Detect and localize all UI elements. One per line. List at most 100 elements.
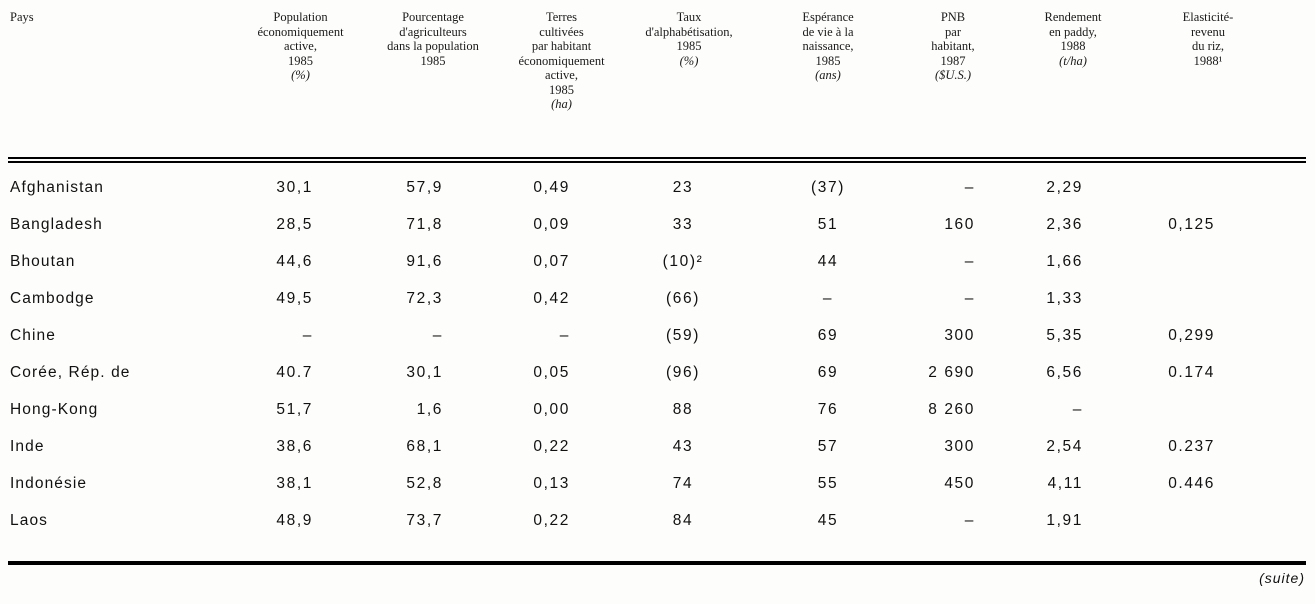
column-header-line: Elasticité- — [1182, 10, 1234, 24]
table-cell-pct-agriculteurs: 57,9 — [406, 179, 443, 196]
table-cell-pct-agriculteurs: 72,3 — [406, 290, 443, 307]
table-cell-terres-cultivees: 0,07 — [533, 253, 570, 270]
table-row: Corée, Rép. de 40.7 30,1 0,05 (96) 69 2 690 6,5… — [8, 363, 1273, 400]
table-cell-population-active: 40.7 — [276, 364, 313, 381]
table-cell-alphabetisation: 84 — [672, 512, 694, 529]
column-header-line: de vie à la — [802, 24, 854, 39]
table-cell-pnb: 160 — [944, 216, 975, 233]
table-cell-rendement-paddy: – — [1072, 401, 1083, 418]
table-cell-terres-cultivees: 0,49 — [533, 179, 570, 196]
table-header: Pays Population économiquement active, 1985(… — [8, 10, 1273, 178]
column-header-line: économiquement — [257, 24, 344, 39]
column-header-line: du riz, — [1192, 39, 1224, 53]
table-cell-population-active: 38,1 — [276, 475, 313, 492]
table-cell-elasticite-revenu: 0,299 — [1168, 327, 1215, 344]
column-header-elasticite-revenu: Elasticité-revenu du riz, 1988¹ — [1143, 10, 1273, 178]
table-body: Afghanistan 30,1 57,9 0,49 23 (37) – 2,29 Bangla… — [8, 178, 1273, 548]
column-header-line: en paddy, — [1049, 24, 1097, 39]
column-header-line: active, — [545, 68, 578, 82]
column-header-line: Taux — [676, 10, 702, 24]
table-row: Bangladesh 28,5 71,8 0,09 33 51 160 2,36 0,125 — [8, 215, 1273, 252]
row-label-country: Bhoutan — [10, 253, 76, 270]
table-cell-esperance-vie: 69 — [817, 364, 839, 381]
table-cell-alphabetisation: 74 — [672, 475, 694, 492]
table-cell-pnb: – — [964, 290, 975, 307]
table-row: Inde 38,6 68,1 0,22 43 57 300 2,54 0.237 — [8, 437, 1273, 474]
table-cell-elasticite-revenu — [1143, 252, 1273, 289]
row-label-country: Laos — [10, 512, 49, 529]
column-unit-label: (%) — [679, 53, 699, 68]
row-label-country: Cambodge — [10, 290, 95, 307]
table-cell-rendement-paddy: 4,11 — [1047, 475, 1083, 492]
table-cell-alphabetisation: 23 — [672, 179, 694, 196]
table-cell-elasticite-revenu — [1143, 511, 1273, 548]
table-cell-pnb: 300 — [944, 327, 975, 344]
table-cell-terres-cultivees: 0,00 — [533, 401, 570, 418]
table-cell-elasticite-revenu: 0,125 — [1168, 216, 1215, 233]
table-cell-rendement-paddy: 6,56 — [1046, 364, 1083, 381]
row-label-country: Indonésie — [10, 475, 88, 492]
row-label-country: Bangladesh — [10, 216, 103, 233]
table-cell-terres-cultivees: 0,13 — [533, 475, 570, 492]
table-cell-esperance-vie: 76 — [817, 401, 839, 418]
column-header-line: revenu — [1190, 24, 1225, 39]
table-cell-elasticite-revenu — [1143, 400, 1273, 437]
table-cell-alphabetisation: 43 — [672, 438, 694, 455]
table-cell-esperance-vie: 69 — [817, 327, 839, 344]
table-cell-rendement-paddy: 5,35 — [1046, 327, 1083, 344]
header-row: Pays Population économiquement active, 1985(… — [8, 10, 1273, 178]
column-header-line: PNB — [940, 10, 966, 24]
column-header-line: 1985 — [288, 53, 313, 68]
table-row: Laos 48,9 73,7 0,22 84 45 – 1,91 — [8, 511, 1273, 548]
column-header-line: par — [945, 24, 961, 39]
table-cell-pnb: 2 690 — [928, 364, 975, 381]
table-cell-rendement-paddy: 2,36 — [1046, 216, 1083, 233]
table-cell-pct-agriculteurs: 68,1 — [406, 438, 443, 455]
table-cell-alphabetisation: (10)² — [662, 253, 704, 270]
table-row: Cambodge 49,5 72,3 0,42 (66) – – 1,33 — [8, 289, 1273, 326]
column-header-pays: Pays — [8, 10, 233, 178]
table-cell-pct-agriculteurs: 73,7 — [406, 512, 443, 529]
column-header-line: 1985 — [420, 53, 446, 68]
table-cell-pct-agriculteurs: – — [432, 327, 443, 344]
table-cell-alphabetisation: 88 — [672, 401, 694, 418]
column-header-line: d'agriculteurs — [399, 24, 467, 39]
row-label-country: Corée, Rép. de — [10, 364, 131, 381]
column-header-line: par habitant — [531, 39, 592, 53]
column-header-pnb: PNB par habitant, 1987 ($U.S.) — [903, 10, 1003, 178]
column-header-line: Terres — [545, 10, 578, 24]
column-header-line: 1985 — [815, 53, 841, 68]
row-label-country: Chine — [10, 327, 56, 344]
column-header-line: 1985 — [676, 39, 702, 53]
table-cell-esperance-vie: 57 — [817, 438, 839, 455]
column-header-line: habitant, — [931, 39, 975, 53]
column-header-line: économiquement — [518, 53, 605, 68]
table-cell-pnb: 450 — [944, 475, 975, 492]
table-cell-pct-agriculteurs: 30,1 — [406, 364, 443, 381]
row-label-country: Inde — [10, 438, 45, 455]
table-cell-terres-cultivees: 0,22 — [533, 512, 570, 529]
table-cell-esperance-vie: (37) — [811, 179, 845, 196]
table-cell-elasticite-revenu: 0.174 — [1168, 364, 1215, 381]
table-cell-esperance-vie: 51 — [817, 216, 839, 233]
table-cell-population-active: – — [302, 327, 313, 344]
column-header-line: active, — [284, 39, 317, 53]
table-cell-population-active: 48,9 — [276, 512, 313, 529]
country-statistics-table: Pays Population économiquement active, 1985(… — [8, 10, 1273, 548]
column-header-alphabetisation: Taux d'alphabétisation, 1985 (%) — [625, 10, 753, 178]
column-header-line: Espérance — [802, 10, 854, 24]
table-cell-rendement-paddy: 1,33 — [1046, 290, 1083, 307]
table-cell-esperance-vie: 45 — [817, 512, 839, 529]
column-unit-label: (ha) — [551, 97, 572, 111]
table-cell-pnb: – — [964, 512, 975, 529]
table-row: Chine – – – (59) 69 300 5,35 0,299 — [8, 326, 1273, 363]
column-header-line: dans la population — [387, 39, 479, 53]
table-cell-alphabetisation: (59) — [666, 327, 700, 344]
column-unit-label: ($U.S.) — [934, 68, 972, 82]
column-header-population-active: Population économiquement active, 1985 (%) — [233, 10, 368, 178]
table-cell-rendement-paddy: 2,29 — [1046, 179, 1083, 196]
table-cell-esperance-vie: 44 — [817, 253, 839, 270]
table-cell-population-active: 38,6 — [276, 438, 313, 455]
table-cell-pnb: – — [964, 179, 975, 196]
table-row: Hong-Kong 51,7 1,6 0,00 88 76 8 260 – — [8, 400, 1273, 437]
